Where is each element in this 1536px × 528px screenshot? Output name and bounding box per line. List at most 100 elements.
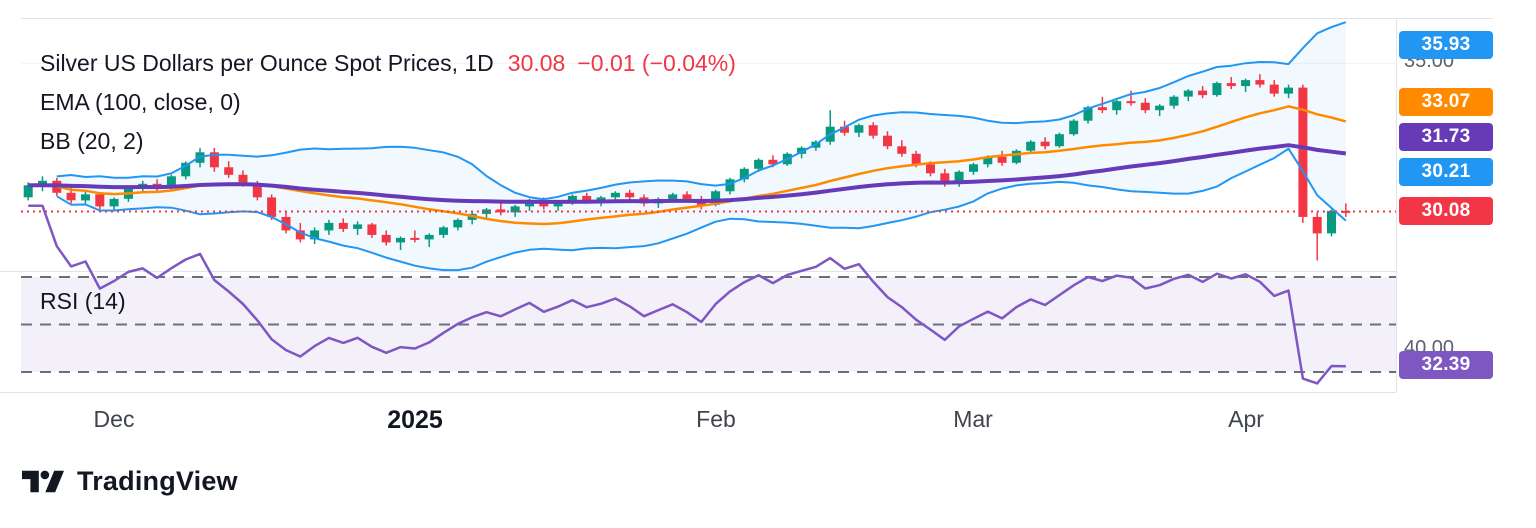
candle-body [510,206,520,213]
candle-body [553,201,563,207]
ema-100-line [28,143,1347,204]
tradingview-logo-icon [22,470,64,493]
candle-body [81,194,90,201]
candle-body [410,237,420,240]
candle-body [1069,120,1079,135]
time-scale-axis[interactable]: Dec 2025 Feb Mar Apr [0,404,1396,444]
candle-body [1327,210,1336,234]
candle-body [1298,87,1308,217]
bb-band-fill [56,22,1346,271]
candle-body [338,222,348,229]
candle-body [911,153,921,165]
candle-body [840,126,849,133]
candle-body [496,209,506,213]
candle-body [1198,90,1208,96]
candle-body [625,192,635,198]
tradingview-logo-text: TradingView [77,466,238,496]
time-tick-label: Dec [93,406,135,432]
time-tick-label: Feb [696,406,736,432]
candle-body [1054,134,1064,147]
tradingview-logo[interactable]: TradingView [22,466,238,497]
candle-body [897,146,907,154]
candle-body [224,167,234,175]
candle-body [883,135,892,147]
candle-body [439,227,448,235]
indicator-label-ema[interactable]: EMA (100, close, 0) [40,83,736,122]
candle-body [711,191,721,205]
price-badge: 30.21 [1399,158,1493,186]
candle-body [1140,102,1150,111]
candle-body [367,224,377,235]
candle-body [582,195,592,201]
bb-lower-band-line [56,147,1347,272]
candle-body [1040,141,1050,147]
candle-body [66,192,76,201]
price-scale-axis[interactable]: 35.00 40.00 35.93 33.07 31.73 30.21 30.08 32.39 [1396,18,1536,392]
candle-body [1255,80,1265,85]
last-price-and-change: 30.08 −0.01 (−0.04%) [508,44,736,83]
bb-legend-text: BB (20, 2) [40,128,144,154]
indicator-label-rsi[interactable]: RSI (14) [40,288,126,314]
candle-body [739,168,749,180]
time-tick-label: Mar [953,406,993,432]
candle-body [1269,84,1279,94]
candle-body [1126,101,1136,104]
candle-body [610,192,620,198]
price-badge: 31.73 [1399,123,1493,151]
indicator-label-bb[interactable]: BB (20, 2) [40,122,736,161]
candle-body [682,194,692,199]
candle-body [109,198,119,207]
candle-body [926,164,935,174]
candle-body [23,185,33,198]
time-tick-label: 2025 [387,406,443,434]
symbol-title-row[interactable]: Silver US Dollars per Ounce Spot Prices,… [40,44,736,83]
candle-body [1155,105,1165,111]
candle-body [1011,150,1021,163]
candle-body [482,209,491,214]
candle-body [997,156,1007,163]
candle-body [181,162,191,177]
time-tick-label: Apr [1228,406,1264,432]
candle-body [725,179,735,192]
chart-legend: Silver US Dollars per Ounce Spot Prices,… [40,44,736,161]
candle-body [1083,107,1093,121]
candle-body [267,197,277,217]
candle-body [95,194,105,207]
candle-body [567,195,577,202]
candle-body [1112,101,1122,111]
candle-body [166,176,176,189]
candle-body [768,159,778,165]
candle-body [238,174,248,184]
candle-body [983,156,993,165]
candle-body [1284,87,1293,94]
candle-body [1226,83,1236,87]
bb-upper-band-line [56,21,1347,201]
candle-body [1312,216,1322,234]
price-badge: 33.07 [1399,88,1493,116]
candle-body [1169,96,1179,106]
candle-body [252,183,262,198]
candle-body [596,197,606,201]
candle-body [453,219,463,228]
candle-body [868,125,878,136]
candle-body [295,230,305,240]
price-badge: 30.08 [1399,197,1493,225]
candle-body [396,237,405,243]
candle-body [38,180,47,186]
candle-body [209,152,219,168]
candle-body [324,222,334,231]
ema-legend-text: EMA (100, close, 0) [40,89,241,115]
candle-body [854,125,864,133]
candle-body [969,164,978,172]
candle-body [1341,210,1351,213]
candle-body [954,171,964,184]
price-badge: 32.39 [1399,351,1493,379]
symbol-title: Silver US Dollars per Ounce Spot Prices,… [40,50,494,76]
candle-body [1097,107,1107,111]
candle-body [1241,80,1251,87]
last-price: 30.08 [507,50,566,76]
price-change: −0.01 (−0.04%) [577,50,736,76]
candle-body [353,224,363,229]
